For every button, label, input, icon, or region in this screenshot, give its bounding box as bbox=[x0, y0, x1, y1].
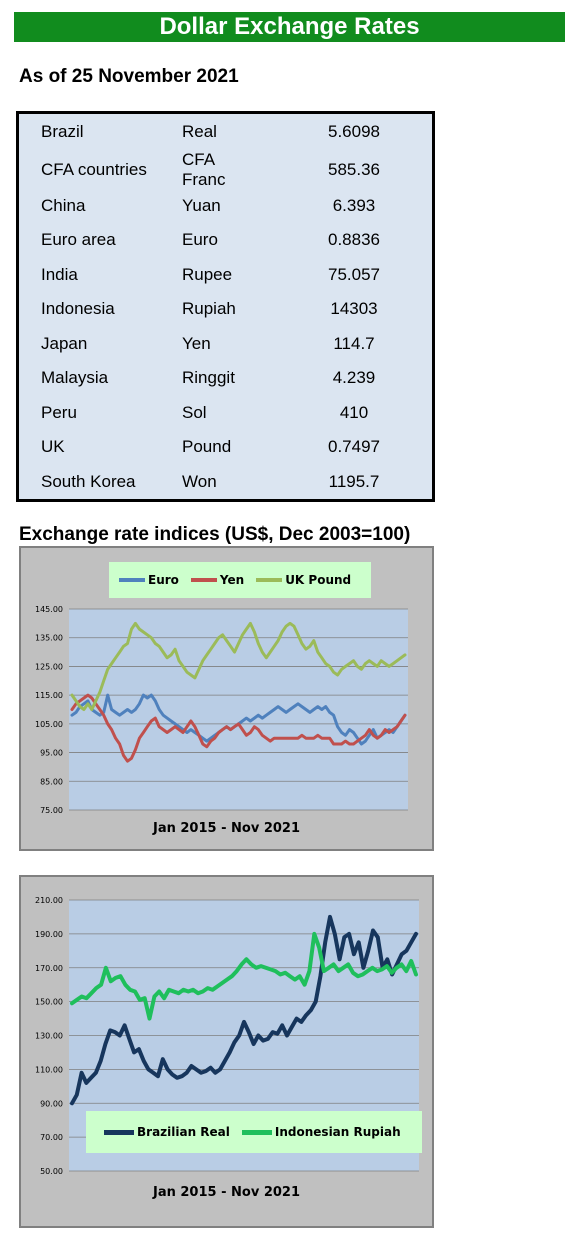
legend-swatch bbox=[119, 578, 145, 582]
indices-heading: Exchange rate indices (US$, Dec 2003=100… bbox=[19, 524, 411, 545]
legend-label: Brazilian Real bbox=[137, 1125, 230, 1139]
rates-table: Brazil Real 5.6098 CFA countries CFA Franc 58… bbox=[16, 111, 435, 502]
rate-cell: 0.7497 bbox=[328, 437, 380, 456]
as-of-date: As of 25 November 2021 bbox=[19, 66, 239, 87]
country-cell: Peru bbox=[41, 403, 77, 422]
legend-swatch bbox=[104, 1129, 134, 1135]
y-tick-label: 170.00 bbox=[35, 964, 63, 973]
rate-cell: 14303 bbox=[330, 299, 378, 318]
y-tick-label: 75.00 bbox=[40, 806, 63, 815]
rate-cell: 75.057 bbox=[328, 265, 380, 284]
country-cell: Malaysia bbox=[41, 368, 109, 387]
currency-cell: Pound bbox=[182, 437, 232, 456]
legend-swatch bbox=[190, 578, 217, 582]
country-cell: South Korea bbox=[41, 472, 136, 491]
rate-cell: 410 bbox=[339, 403, 369, 422]
rate-cell: 1195.7 bbox=[328, 472, 380, 491]
page-banner: Dollar Exchange Rates bbox=[14, 12, 565, 42]
currency-cell: Rupiah bbox=[182, 299, 236, 318]
plot-area bbox=[69, 609, 408, 810]
y-tick-label: 90.00 bbox=[40, 1099, 63, 1108]
y-tick-label: 115.00 bbox=[35, 691, 63, 700]
y-tick-label: 125.00 bbox=[35, 662, 63, 671]
rate-cell: 0.8836 bbox=[328, 230, 380, 249]
currency-cell: Euro bbox=[182, 230, 218, 249]
rate-cell: 585.36 bbox=[328, 160, 380, 179]
y-tick-label: 50.00 bbox=[40, 1167, 63, 1176]
country-cell: CFA countries bbox=[41, 160, 147, 179]
country-cell: Brazil bbox=[41, 122, 84, 141]
legend-item: Yen bbox=[190, 573, 245, 587]
series-line-indonesian-rupiah bbox=[70, 931, 418, 1021]
series-line-uk-pound bbox=[70, 621, 407, 711]
country-cell: Indonesia bbox=[41, 299, 115, 318]
chart1-legend: Euro Yen UK Pound bbox=[109, 562, 371, 598]
y-tick-label: 85.00 bbox=[40, 777, 63, 786]
y-tick-label: 70.00 bbox=[40, 1133, 63, 1142]
index-chart-2: 50.00 70.00 90.00 110.00 130.00 150.00 170.00 1… bbox=[19, 875, 434, 1228]
y-tick-label: 95.00 bbox=[40, 749, 63, 758]
currency-cell: Won bbox=[182, 472, 217, 491]
legend-swatch bbox=[241, 1129, 272, 1135]
y-tick-label: 210.00 bbox=[35, 896, 63, 905]
currency-cell: Rupee bbox=[182, 265, 233, 284]
series-line-brazilian-real bbox=[70, 914, 418, 1106]
y-tick-label: 110.00 bbox=[35, 1065, 63, 1074]
index-chart-1: 75.00 85.00 95.00 105.00 115.00 125.00 135.00 1… bbox=[19, 546, 434, 851]
series-line-yen bbox=[70, 693, 407, 763]
legend-swatch bbox=[256, 578, 283, 582]
currency-cell: CFA Franc bbox=[182, 150, 226, 189]
rate-cell: 4.239 bbox=[332, 368, 376, 387]
rate-cell: 6.393 bbox=[332, 196, 376, 215]
country-cell: UK bbox=[41, 437, 65, 456]
legend-label: UK Pound bbox=[285, 573, 352, 587]
rate-cell: 5.6098 bbox=[328, 122, 380, 141]
y-tick-label: 190.00 bbox=[35, 930, 63, 939]
legend-item: Euro bbox=[119, 573, 179, 587]
y-tick-label: 145.00 bbox=[35, 605, 63, 614]
y-tick-label: 135.00 bbox=[35, 634, 63, 643]
y-tick-label: 130.00 bbox=[35, 1032, 63, 1041]
y-tick-label: 150.00 bbox=[35, 998, 63, 1007]
currency-cell: Real bbox=[182, 122, 217, 141]
chart1-plot: 75.00 85.00 95.00 105.00 115.00 125.00 135.00 1… bbox=[35, 605, 408, 815]
chart2-plot: 50.00 70.00 90.00 110.00 130.00 150.00 170.00 1… bbox=[35, 896, 419, 1176]
currency-cell: Sol bbox=[182, 403, 207, 422]
chart2-legend: Brazilian Real Indonesian Rupiah bbox=[86, 1111, 422, 1153]
legend-label: Euro bbox=[148, 573, 179, 587]
legend-item: Brazilian Real bbox=[104, 1125, 230, 1139]
country-cell: Japan bbox=[41, 334, 88, 353]
legend-label: Yen bbox=[219, 573, 245, 587]
rate-cell: 114.7 bbox=[333, 334, 375, 353]
country-cell: Euro area bbox=[41, 230, 116, 249]
country-cell: India bbox=[41, 265, 78, 284]
currency-cell: Yuan bbox=[182, 196, 221, 215]
legend-label: Indonesian Rupiah bbox=[274, 1125, 401, 1139]
currency-cell: Ringgit bbox=[182, 368, 235, 387]
chart2-xlabel: Jan 2015 - Nov 2021 bbox=[152, 1185, 300, 1200]
chart1-xlabel: Jan 2015 - Nov 2021 bbox=[152, 821, 300, 836]
country-cell: China bbox=[41, 196, 86, 215]
legend-item: UK Pound bbox=[256, 573, 351, 587]
y-tick-label: 105.00 bbox=[35, 720, 63, 729]
legend-item: Indonesian Rupiah bbox=[241, 1125, 401, 1139]
currency-cell: Yen bbox=[182, 334, 211, 353]
